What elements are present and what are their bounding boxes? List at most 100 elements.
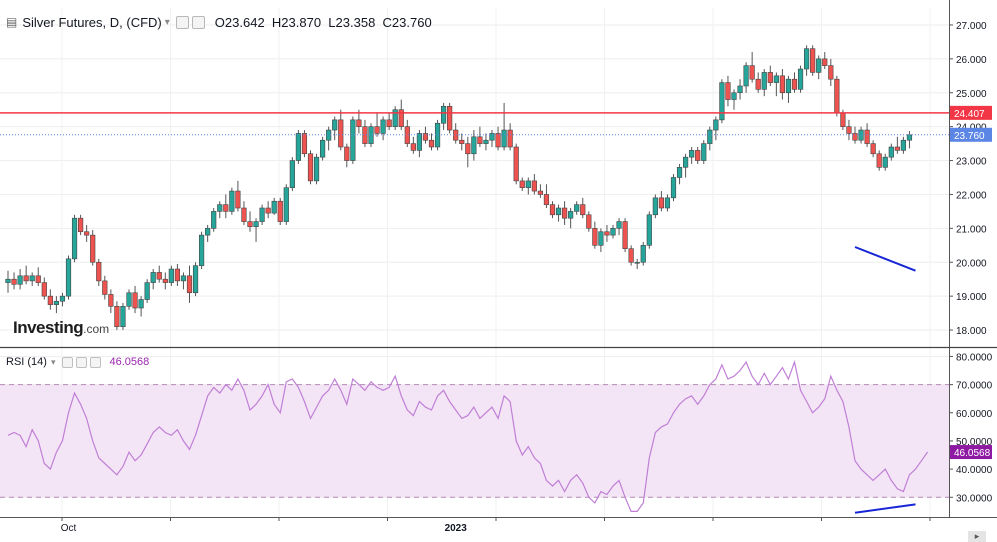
value-badges: 24.407 23.760 46.0568 (950, 105, 992, 460)
menu-icon[interactable]: ▤ (6, 15, 18, 29)
candle (404, 119, 410, 147)
close-icon[interactable] (89, 356, 101, 368)
candle (84, 224, 90, 242)
candle-body (852, 133, 858, 141)
candle-body (319, 139, 326, 158)
candle (537, 184, 543, 198)
rsi-axis[interactable]: 30.0000 40.0000 50.0000 60.0000 70.0000 80.00… (949, 352, 993, 504)
candle (11, 272, 17, 290)
rsi-band (0, 384, 949, 498)
candle-body (259, 207, 265, 222)
candle (96, 258, 102, 286)
caret-down-icon[interactable]: ▾ (50, 356, 56, 367)
candle-body (59, 295, 66, 302)
candle-body (707, 129, 713, 144)
candle (235, 180, 241, 212)
divergence-lines (854, 246, 916, 514)
candle (29, 272, 35, 286)
price-tick-label: 20.000 (956, 258, 987, 269)
candle-body (205, 228, 211, 236)
last-price-badge-background (950, 127, 992, 142)
candle (797, 65, 804, 93)
candle-body (882, 156, 888, 168)
candle (489, 130, 495, 147)
candle (779, 69, 785, 100)
candle (737, 79, 743, 100)
candle-body (555, 207, 562, 216)
candle (211, 208, 217, 232)
candle-body (23, 275, 29, 282)
candle-body (670, 177, 677, 199)
candle (749, 52, 755, 83)
candle (138, 296, 144, 317)
candle (791, 72, 798, 93)
candle-body (53, 300, 59, 305)
candle (719, 79, 725, 124)
candle (205, 224, 211, 242)
candle-body (11, 278, 17, 285)
gear-icon[interactable] (191, 15, 205, 29)
candle-body (313, 156, 320, 182)
scroll-right-icon[interactable]: ▸ (968, 531, 986, 542)
level-price-badge-background (950, 105, 992, 120)
candle-body (271, 200, 277, 214)
candle-body (501, 129, 507, 148)
candle-body (398, 109, 404, 127)
candle (900, 136, 906, 154)
candle-body (108, 294, 114, 307)
candle-body (422, 133, 429, 141)
candle-body (283, 187, 289, 222)
candle-body (622, 221, 628, 249)
candle-body (144, 282, 150, 300)
candle-body (610, 228, 616, 236)
price-axis[interactable]: 18.00019.00020.00021.00022.00023.00024.0… (949, 21, 987, 337)
caret-down-icon[interactable]: ▾ (164, 16, 170, 28)
candle (47, 289, 53, 310)
price-levels (0, 112, 949, 136)
gear-icon[interactable] (75, 356, 87, 368)
candle (307, 150, 314, 185)
candle-body (307, 153, 314, 182)
candle-body (150, 272, 156, 283)
candle (682, 153, 689, 178)
candle-body (586, 214, 592, 229)
candle (71, 214, 78, 263)
time-axis[interactable]: Oct 2023 (61, 517, 931, 534)
candle-body (834, 78, 840, 114)
time-tick-label: 2023 (445, 523, 468, 534)
candle-body (162, 278, 168, 283)
candle-body (5, 278, 11, 283)
candle-body (356, 119, 362, 127)
candle-body (743, 65, 749, 87)
high-value: 23.870 (281, 14, 322, 30)
candle (767, 65, 773, 86)
candle (568, 208, 574, 229)
candle (622, 218, 628, 253)
candle-body (47, 295, 53, 305)
candle-body (640, 245, 646, 263)
candle-body (410, 143, 416, 151)
open-value: 23.642 (224, 14, 265, 30)
candle-body (120, 306, 126, 327)
candle-body (84, 231, 90, 236)
candle (828, 58, 834, 86)
candle (894, 136, 900, 154)
candle-body (525, 180, 531, 188)
candle-body (277, 200, 283, 222)
candle-body (168, 268, 174, 283)
rsi-legend: RSI (14) ▾ 46.0568 (6, 354, 149, 370)
rsi-title[interactable]: RSI (14) (6, 356, 47, 368)
symbol-title[interactable]: Silver Futures, D, (CFD) (22, 14, 162, 30)
candle (580, 197, 586, 219)
candle (755, 72, 761, 93)
candle-body (241, 207, 247, 222)
eye-icon[interactable] (61, 356, 73, 368)
candle-body (368, 126, 374, 144)
last-price-badge: 23.760 (954, 131, 985, 142)
candle (816, 55, 822, 80)
candle (150, 269, 156, 290)
eye-icon[interactable] (175, 15, 189, 29)
candle-body (138, 299, 144, 309)
